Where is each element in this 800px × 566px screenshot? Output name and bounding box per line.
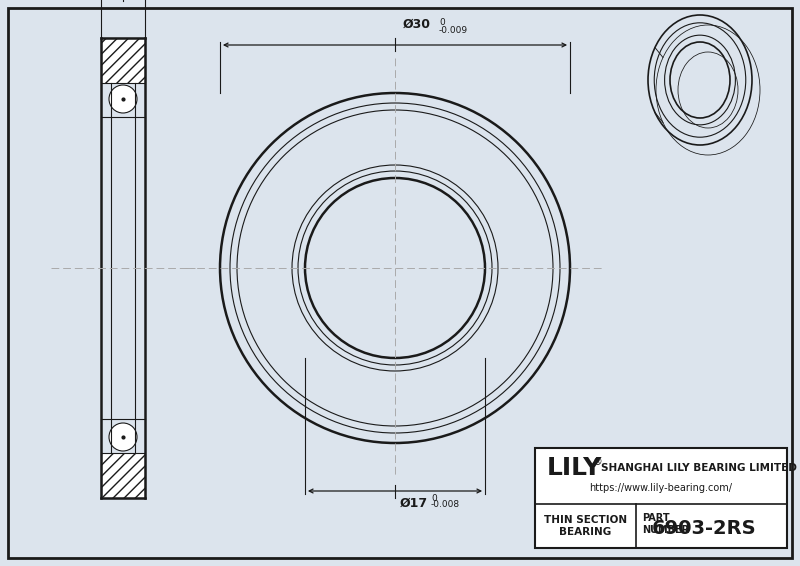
Text: ®: ® <box>593 457 602 467</box>
Text: 0: 0 <box>439 18 445 27</box>
Text: SHANGHAI LILY BEARING LIMITED: SHANGHAI LILY BEARING LIMITED <box>601 463 797 473</box>
Text: THIN SECTION
BEARING: THIN SECTION BEARING <box>544 515 627 537</box>
Bar <box>101 38 145 83</box>
Text: https://www.lily-bearing.com/: https://www.lily-bearing.com/ <box>590 483 733 493</box>
Text: Ø17: Ø17 <box>400 497 428 510</box>
Text: 6903-2RS: 6903-2RS <box>651 518 756 538</box>
Circle shape <box>109 85 137 113</box>
Text: Ø30: Ø30 <box>403 18 431 31</box>
Text: -0.009: -0.009 <box>439 26 468 35</box>
Text: LILY: LILY <box>547 456 602 480</box>
Text: -0.008: -0.008 <box>431 500 460 509</box>
Circle shape <box>109 423 137 451</box>
Bar <box>101 453 145 498</box>
Bar <box>535 448 787 548</box>
Text: 0: 0 <box>431 494 437 503</box>
Text: PART
NUMBER: PART NUMBER <box>642 513 689 535</box>
